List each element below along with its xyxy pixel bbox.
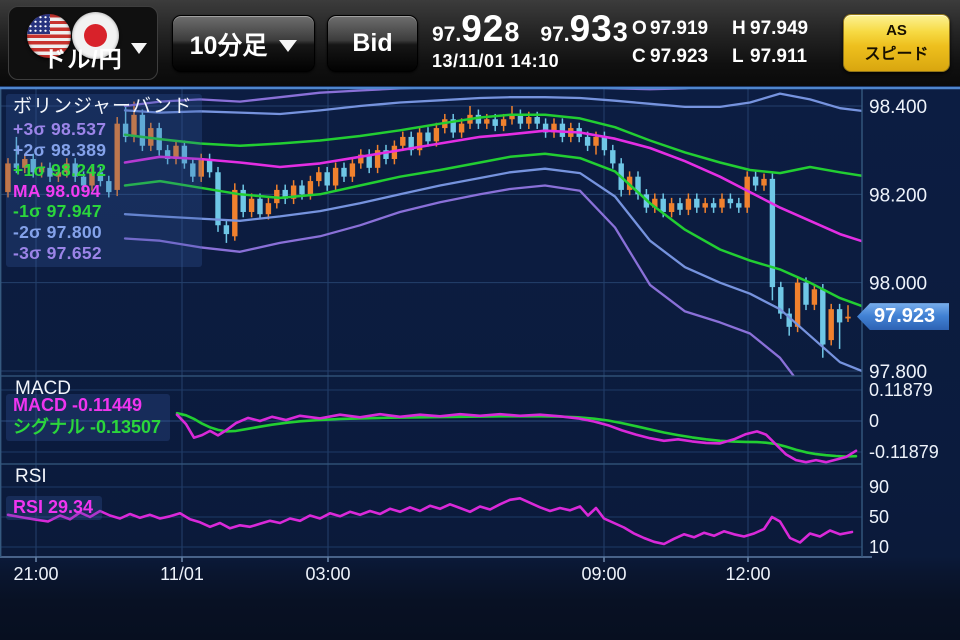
low-tag: L: [732, 46, 744, 67]
bollinger-legend-title: ボリンジャーバンド: [13, 96, 193, 117]
low-value: 97.911: [750, 46, 808, 67]
svg-text:98.000: 98.000: [869, 274, 927, 295]
band-plus2-label: +2σ 98.389: [13, 139, 107, 160]
bollinger-legend: ボリンジャーバンド +3σ 98.537 +2σ 98.389 +1σ 98.2…: [6, 94, 202, 268]
bid-price-prefix: 97.: [432, 23, 462, 46]
ask-price-pip: 3: [612, 17, 628, 47]
svg-text:10: 10: [869, 537, 889, 557]
high-tag: H: [732, 18, 746, 39]
band-plus1-label: +1σ 98.242: [13, 160, 107, 181]
bid-price-big: 92: [461, 8, 505, 49]
band-ma-label: MA 98.094: [13, 180, 101, 201]
svg-text:09:00: 09:00: [581, 564, 626, 584]
japan-flag-icon: [72, 12, 119, 59]
macd-value-label: MACD -0.11449: [13, 395, 143, 415]
band-minus3-label: -3σ 97.652: [13, 242, 102, 263]
open-tag: O: [632, 18, 647, 39]
bid-label: Bid: [352, 29, 393, 57]
svg-text:0.11879: 0.11879: [869, 380, 933, 400]
band-plus3-label: +3σ 98.537: [13, 119, 107, 139]
rsi-value-label: RSI 29.34: [13, 497, 94, 517]
chevron-down-icon: [131, 43, 147, 54]
rsi-legend: RSI 29.34: [6, 496, 103, 520]
band-minus1-label: -1σ 97.947: [13, 201, 102, 222]
svg-text:-0.11879: -0.11879: [869, 442, 939, 462]
bid-price-pip: 8: [504, 17, 520, 47]
macd-panel-title: MACD: [15, 378, 71, 399]
macd-legend: MACD -0.11449 シグナル -0.13507: [6, 394, 171, 441]
interval-label: 10分足: [189, 31, 268, 60]
current-price-badge: 97.923: [857, 303, 949, 331]
band-minus2-label: -2σ 97.800: [13, 221, 102, 242]
pair-label: ドル/円: [43, 46, 123, 72]
svg-text:0: 0: [869, 411, 879, 431]
svg-text:12:00: 12:00: [725, 564, 770, 584]
rsi-panel-title: RSI: [15, 466, 47, 487]
ask-price-big: 93: [569, 8, 613, 49]
svg-text:11/01: 11/01: [160, 564, 204, 584]
as-speed-line2: スピード: [864, 46, 929, 63]
svg-text:50: 50: [869, 507, 889, 527]
chart-canvas[interactable]: 21:00 11/01 03:00 09:00 12:00 98.400 98.200 98.…: [0, 86, 960, 640]
bid-ask-toggle[interactable]: Bid: [327, 15, 418, 72]
svg-text:21:00: 21:00: [13, 564, 58, 584]
svg-text:03:00: 03:00: [305, 564, 350, 584]
high-value: 97.949: [750, 18, 809, 39]
chevron-down-icon: [279, 39, 298, 52]
svg-text:98.200: 98.200: [869, 185, 927, 206]
as-speed-line1: AS: [886, 22, 907, 39]
close-value: 97.923: [650, 46, 709, 67]
svg-text:90: 90: [869, 477, 889, 497]
svg-text:98.400: 98.400: [869, 97, 927, 118]
quote-timestamp: 13/11/01 14:10: [432, 51, 560, 71]
chart-area[interactable]: 21:00 11/01 03:00 09:00 12:00 98.400 98.200 98.…: [0, 86, 960, 640]
interval-selector[interactable]: 10分足: [172, 15, 315, 72]
ohlc-readout: O 97.919 H 97.949 C 97.923 L 97.911: [632, 15, 832, 71]
pair-flags: [9, 11, 157, 59]
topbar: ドル/円 10分足 Bid 97. 92 8 97. 93 3 13/11/01 14:…: [0, 0, 960, 86]
quote-display: 97. 92 8 97. 93 3 13/11/01 14:10: [432, 8, 628, 72]
open-value: 97.919: [650, 18, 709, 39]
signal-value-label: シグナル -0.13507: [13, 416, 162, 437]
ask-price-prefix: 97.: [540, 23, 570, 46]
currency-pair-selector[interactable]: ドル/円: [8, 6, 158, 80]
close-tag: C: [632, 46, 646, 67]
us-flag-icon: [27, 14, 71, 58]
as-speed-button[interactable]: AS スピード: [843, 14, 950, 72]
svg-text:97.800: 97.800: [869, 362, 927, 383]
